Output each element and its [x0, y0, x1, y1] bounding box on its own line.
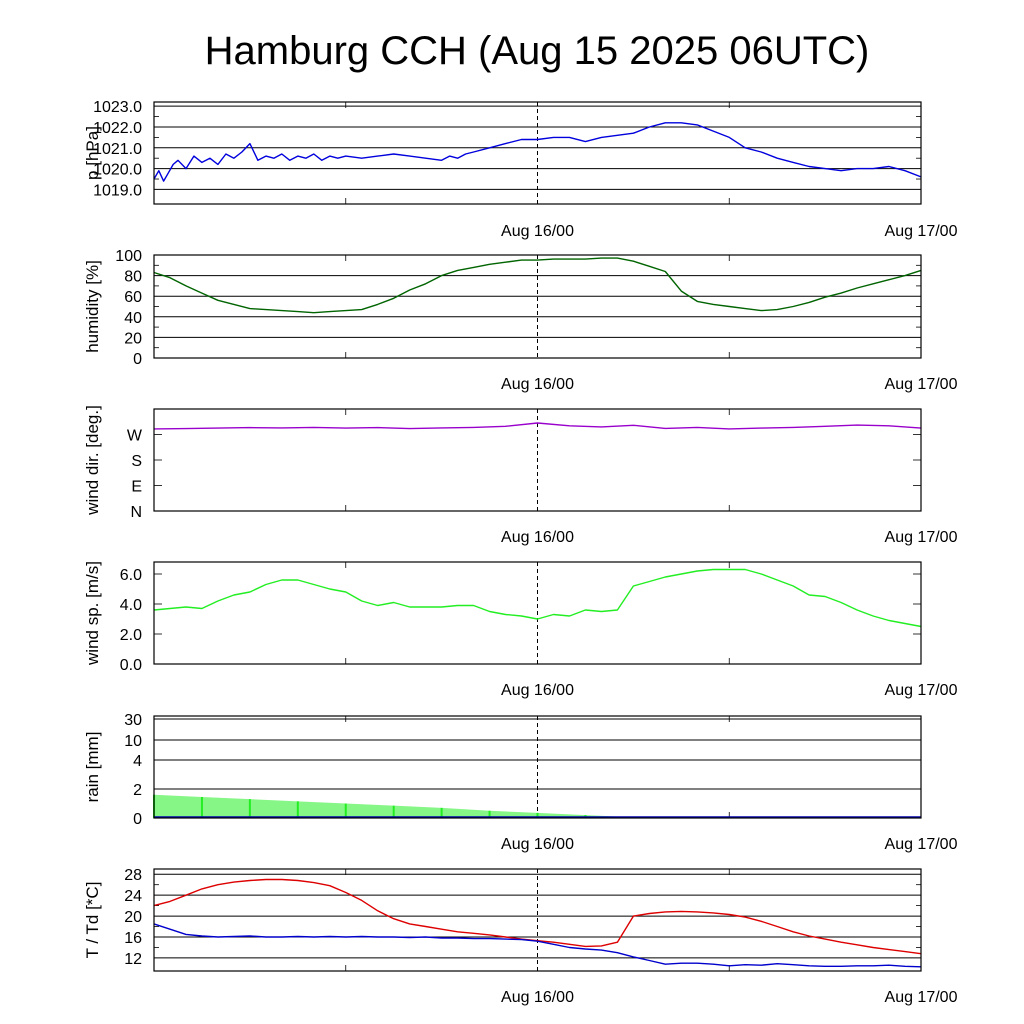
winddir-xtick-label: Aug 17/00 [885, 529, 958, 546]
humidity-ytick-label: 80 [124, 269, 142, 286]
humidity-ylabel: humidity [%] [83, 260, 102, 353]
panel-windspeed: 0.0 2.0 4.0 6.0 wind sp. [m/s] Aug 16/00 Aug 1… [83, 561, 958, 699]
windspeed-ytick-label: 2.0 [120, 627, 142, 644]
temperature-xtick-label: Aug 17/00 [885, 989, 958, 1006]
pressure-ytick-label: 1020.0 [93, 162, 142, 179]
temperature-ylabel: T / Td [*C] [83, 882, 102, 959]
temperature-ytick-label: 16 [124, 930, 142, 947]
windspeed-xtick-label: Aug 16/00 [501, 682, 574, 699]
humidity-xtick-label: Aug 17/00 [885, 376, 958, 393]
winddir-ytick-label: N [130, 504, 142, 521]
panel-temperature: 12 16 20 24 28 T / Td [*C] Aug 16/00 Aug 17/00 [83, 867, 958, 1006]
rain-ylabel: rain [mm] [83, 732, 102, 803]
winddir-xtick-label: Aug 16/00 [501, 529, 574, 546]
rain-series [153, 794, 921, 818]
pressure-series-line-0 [153, 122, 922, 182]
temperature-ytick-label: 24 [124, 888, 142, 905]
winddir-frame [153, 408, 922, 512]
rain-ytick-label: 30 [124, 712, 142, 729]
rain-area [154, 794, 921, 818]
humidity-frame [153, 254, 922, 359]
temperature-ytick-label: 28 [124, 867, 142, 884]
winddir-ylabel: wind dir. [deg.] [83, 405, 102, 516]
panel-humidity: 0 20 40 60 80 100 humidity [%] Aug 16/00 Aug 17/… [83, 248, 958, 393]
pressure-ytick-label: 1019.0 [93, 182, 142, 199]
humidity-ytick-label: 60 [124, 289, 142, 306]
temperature-frame [153, 868, 922, 972]
panel-pressure: 1019.0 1020.0 1021.0 1022.0 1023.0 p [hPa] Aug… [83, 99, 958, 240]
pressure-frame [153, 101, 922, 205]
chart-title: Hamburg CCH (Aug 15 2025 06UTC) [205, 29, 870, 73]
temperature-series-line-1 [153, 923, 922, 968]
humidity-ytick-label: 40 [124, 310, 142, 327]
pressure-xtick-label: Aug 16/00 [501, 223, 574, 240]
windspeed-series-line-0 [153, 568, 922, 628]
windspeed-ytick-label: 6.0 [120, 567, 142, 584]
winddir-ytick-label: E [131, 479, 142, 496]
rain-ytick-label: 10 [124, 733, 142, 750]
rain-ytick-label: 4 [133, 753, 142, 770]
pressure-xtick-label: Aug 17/00 [885, 223, 958, 240]
pressure-ytick-label: 1022.0 [93, 120, 142, 137]
panel-rain: 0 2 4 10 30 rain [mm] Aug 16/00 Aug 17/00 [83, 712, 958, 853]
winddir-ytick-label: W [127, 428, 143, 445]
pressure-ytick-label: 1023.0 [93, 99, 142, 116]
pressure-ytick-label: 1021.0 [93, 141, 142, 158]
windspeed-frame [153, 561, 922, 665]
humidity-series-line-0 [153, 257, 922, 314]
windspeed-ytick-label: 0.0 [120, 657, 142, 674]
temperature-ytick-label: 20 [124, 909, 142, 926]
temperature-xtick-label: Aug 16/00 [501, 989, 574, 1006]
temperature-ytick-label: 12 [124, 951, 142, 968]
pressure-ylabel: p [hPa] [83, 126, 102, 180]
winddir-ytick-label: S [131, 453, 142, 470]
humidity-ytick-label: 0 [133, 351, 142, 368]
rain-xtick-label: Aug 16/00 [501, 836, 574, 853]
rain-ytick-label: 0 [133, 811, 142, 828]
windspeed-ylabel: wind sp. [m/s] [83, 561, 102, 666]
rain-xtick-label: Aug 17/00 [885, 836, 958, 853]
windspeed-ytick-label: 4.0 [120, 597, 142, 614]
winddir-series-line-0 [153, 422, 922, 430]
rain-ytick-label: 2 [133, 782, 142, 799]
rain-frame [153, 715, 922, 819]
humidity-xtick-label: Aug 16/00 [501, 376, 574, 393]
humidity-ytick-label: 100 [115, 248, 142, 265]
windspeed-xtick-label: Aug 17/00 [885, 682, 958, 699]
humidity-ytick-label: 20 [124, 330, 142, 347]
